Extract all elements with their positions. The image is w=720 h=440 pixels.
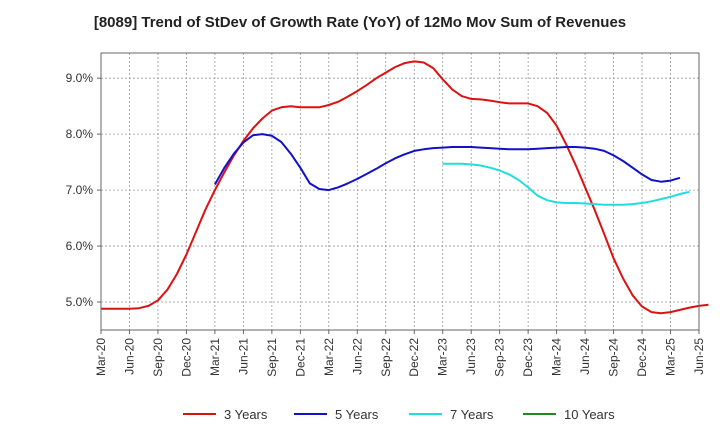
y-tick-label: 5.0% (66, 295, 94, 309)
chart-title: [8089] Trend of StDev of Growth Rate (Yo… (93, 14, 627, 31)
x-tick-label: Jun-22 (350, 338, 364, 375)
x-tick-label: Jun-20 (122, 338, 136, 375)
y-tick-label: 6.0% (66, 239, 94, 253)
legend: 3 Years 5 Years 7 Years 10 Years (183, 407, 615, 422)
legend-label: 5 Years (335, 407, 379, 422)
x-tick-label: Jun-21 (236, 338, 250, 375)
x-tick-label: Dec-21 (293, 338, 307, 377)
x-tick-label: Sep-23 (493, 338, 507, 377)
x-tick-label: Mar-25 (664, 338, 678, 376)
x-tick-label: Dec-24 (635, 338, 649, 377)
x-tick-label: Dec-20 (179, 338, 193, 377)
x-tick-label: Mar-24 (550, 338, 564, 376)
series-line-5-years (214, 133, 681, 192)
x-tick-label: Mar-22 (322, 338, 336, 376)
y-axis-ticks: 5.0% 6.0% 7.0% 8.0% 9.0% (66, 71, 101, 309)
x-tick-label: Jun-25 (692, 338, 706, 375)
plot-frame (100, 52, 700, 331)
x-tick-label: Dec-23 (521, 338, 535, 377)
x-tick-label: Sep-24 (607, 338, 621, 377)
y-tick-label: 9.0% (66, 71, 94, 85)
x-tick-label: Sep-21 (265, 338, 279, 377)
legend-label: 3 Years (224, 407, 268, 422)
x-tick-label: Jun-24 (578, 338, 592, 375)
series-lines (101, 60, 709, 315)
legend-label: 10 Years (564, 407, 615, 422)
x-tick-label: Dec-22 (407, 338, 421, 377)
x-tick-label: Jun-23 (464, 338, 478, 375)
y-tick-label: 8.0% (66, 127, 94, 141)
x-axis-ticks: Mar-20 Jun-20 Sep-20 Dec-20 Mar-21 Jun-21 Sep-… (94, 330, 706, 377)
legend-label: 7 Years (450, 407, 494, 422)
x-tick-label: Mar-20 (94, 338, 108, 376)
x-tick-label: Sep-20 (151, 338, 165, 377)
x-tick-label: Mar-23 (436, 338, 450, 376)
x-tick-label: Sep-22 (379, 338, 393, 377)
y-tick-label: 7.0% (66, 183, 94, 197)
series-line-3-years (101, 60, 709, 315)
grid-lines (100, 53, 700, 330)
series-line-7-years (442, 162, 690, 206)
x-tick-label: Mar-21 (208, 338, 222, 376)
